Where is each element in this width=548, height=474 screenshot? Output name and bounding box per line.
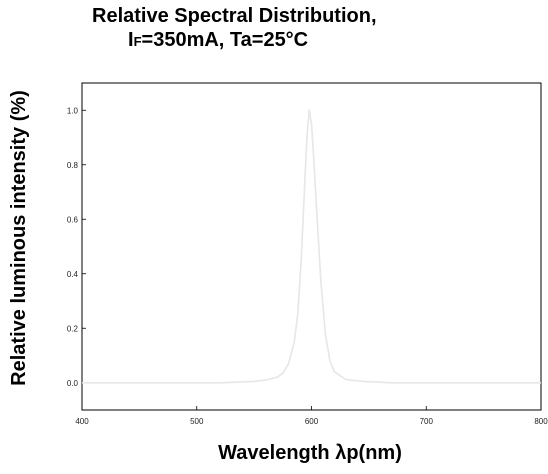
y-tick-label: 0.6 xyxy=(67,215,79,224)
spectral-curve-line xyxy=(82,109,541,384)
x-ticks: 400 500 600 700 800 xyxy=(75,406,548,426)
y-tick-label: 0.2 xyxy=(67,324,79,333)
subtitle-conditions: =350mA, Ta=25°C xyxy=(141,29,309,51)
y-ticks: 0.0 0.2 0.4 0.6 0.8 1.0 xyxy=(67,106,86,388)
x-tick-label: 800 xyxy=(534,417,548,426)
subtitle-subscript: F xyxy=(133,34,142,49)
x-tick-label: 600 xyxy=(305,417,319,426)
y-tick-label: 0.0 xyxy=(67,379,79,388)
x-tick-label: 500 xyxy=(190,417,204,426)
x-axis-label: Wavelength λp(nm) xyxy=(218,442,402,464)
y-tick-label: 0.4 xyxy=(67,270,79,279)
y-tick-label: 1.0 xyxy=(67,106,79,115)
series-layer xyxy=(82,109,541,384)
subtitle-prefix: I xyxy=(128,29,134,51)
title-line-1: Relative Spectral Distribution, xyxy=(92,5,377,27)
x-tick-label: 700 xyxy=(420,417,434,426)
x-tick-label: 400 xyxy=(75,417,89,426)
title-line-2: IF=350mA, Ta=25°C xyxy=(128,28,308,54)
y-tick-label: 0.8 xyxy=(67,161,79,170)
